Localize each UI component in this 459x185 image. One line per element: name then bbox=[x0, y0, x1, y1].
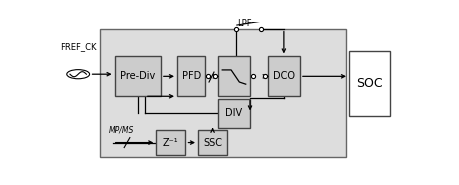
Text: SOC: SOC bbox=[355, 77, 382, 90]
Bar bbox=[99, 29, 345, 157]
Bar bbox=[156, 130, 185, 155]
Text: Pre-Div: Pre-Div bbox=[120, 71, 155, 81]
Bar bbox=[197, 130, 227, 155]
Bar bbox=[218, 99, 250, 128]
Text: DCO: DCO bbox=[272, 71, 294, 81]
Bar bbox=[177, 56, 205, 96]
Text: Z⁻¹: Z⁻¹ bbox=[162, 138, 178, 148]
Text: SSC: SSC bbox=[202, 138, 222, 148]
Bar bbox=[348, 51, 389, 116]
Text: FREF_CK: FREF_CK bbox=[60, 42, 97, 51]
Text: PFD: PFD bbox=[181, 71, 201, 81]
Text: LPF: LPF bbox=[237, 19, 252, 28]
Text: MP/MS: MP/MS bbox=[109, 126, 134, 135]
Bar bbox=[114, 56, 161, 96]
Bar bbox=[218, 56, 250, 96]
Text: DIV: DIV bbox=[225, 108, 242, 118]
Bar bbox=[267, 56, 299, 96]
